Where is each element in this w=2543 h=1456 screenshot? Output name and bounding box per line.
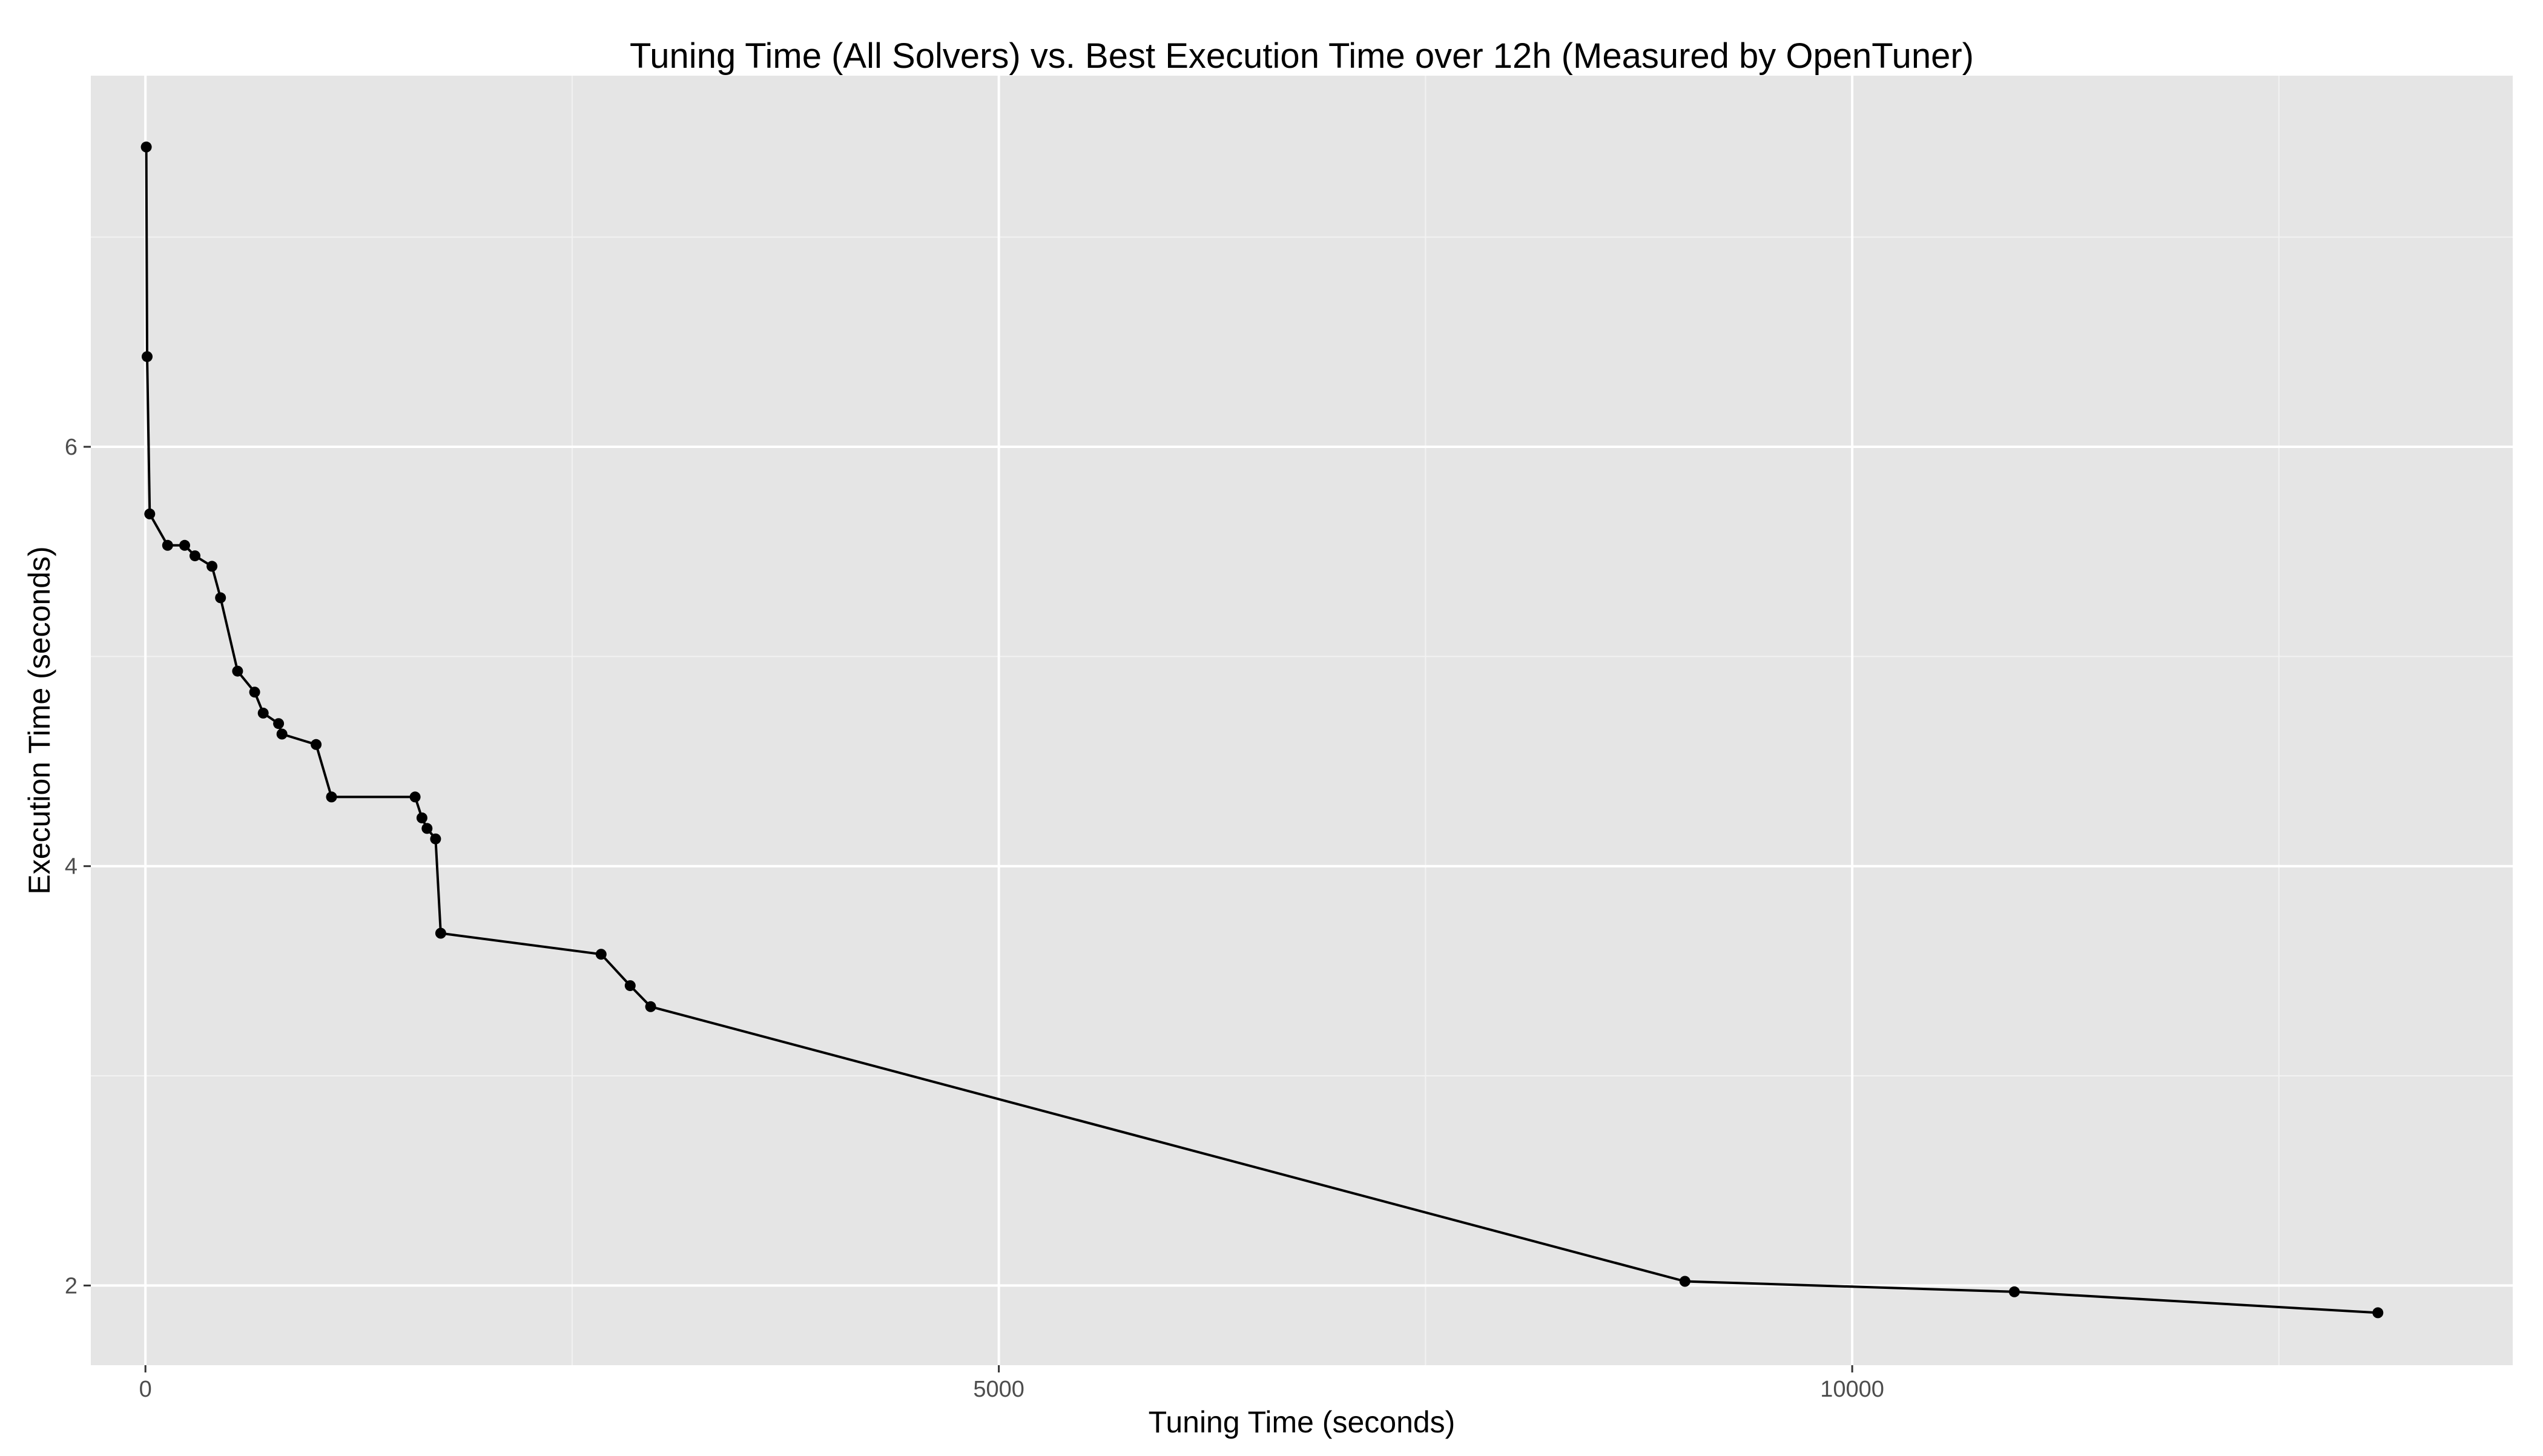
data-point xyxy=(2372,1307,2384,1319)
data-point xyxy=(595,949,607,960)
data-point xyxy=(257,707,269,719)
data-point xyxy=(430,833,441,845)
data-point xyxy=(179,539,190,551)
data-point xyxy=(140,141,152,153)
x-axis-title: Tuning Time (seconds) xyxy=(1149,1405,1456,1439)
x-tick-label: 10000 xyxy=(1820,1377,1884,1402)
data-point xyxy=(435,927,446,939)
plot-panel xyxy=(91,76,2513,1365)
x-tick-label: 5000 xyxy=(973,1377,1024,1402)
x-tick-label: 0 xyxy=(139,1377,152,1402)
points-layer xyxy=(140,141,2384,1319)
x-axis-ticks: 0 5000 10000 xyxy=(139,1365,1884,1402)
data-point xyxy=(311,739,322,750)
data-point xyxy=(215,592,226,604)
data-point xyxy=(2008,1286,2020,1297)
y-axis-ticks: 2 4 6 xyxy=(65,435,91,1299)
data-point xyxy=(276,728,288,740)
data-point xyxy=(326,791,337,803)
y-tick-label: 6 xyxy=(65,435,78,460)
data-point xyxy=(409,791,421,803)
data-point xyxy=(144,508,156,519)
data-point xyxy=(416,812,427,823)
data-point xyxy=(1679,1276,1690,1287)
minor-gridlines xyxy=(91,76,2513,1365)
data-point xyxy=(142,351,153,363)
data-point xyxy=(190,550,200,562)
data-point xyxy=(645,1001,656,1012)
data-point xyxy=(162,539,173,551)
y-tick-label: 4 xyxy=(65,854,78,880)
data-point xyxy=(273,718,285,730)
data-point xyxy=(249,687,260,698)
data-point xyxy=(421,823,433,834)
y-axis-title: Execution Time (seconds) xyxy=(22,546,56,894)
chart-title: Tuning Time (All Solvers) vs. Best Execu… xyxy=(630,36,1974,76)
data-point xyxy=(624,980,636,992)
major-gridlines xyxy=(91,76,2513,1365)
y-tick-label: 2 xyxy=(65,1273,78,1299)
data-point xyxy=(232,665,243,677)
data-point xyxy=(206,561,218,572)
